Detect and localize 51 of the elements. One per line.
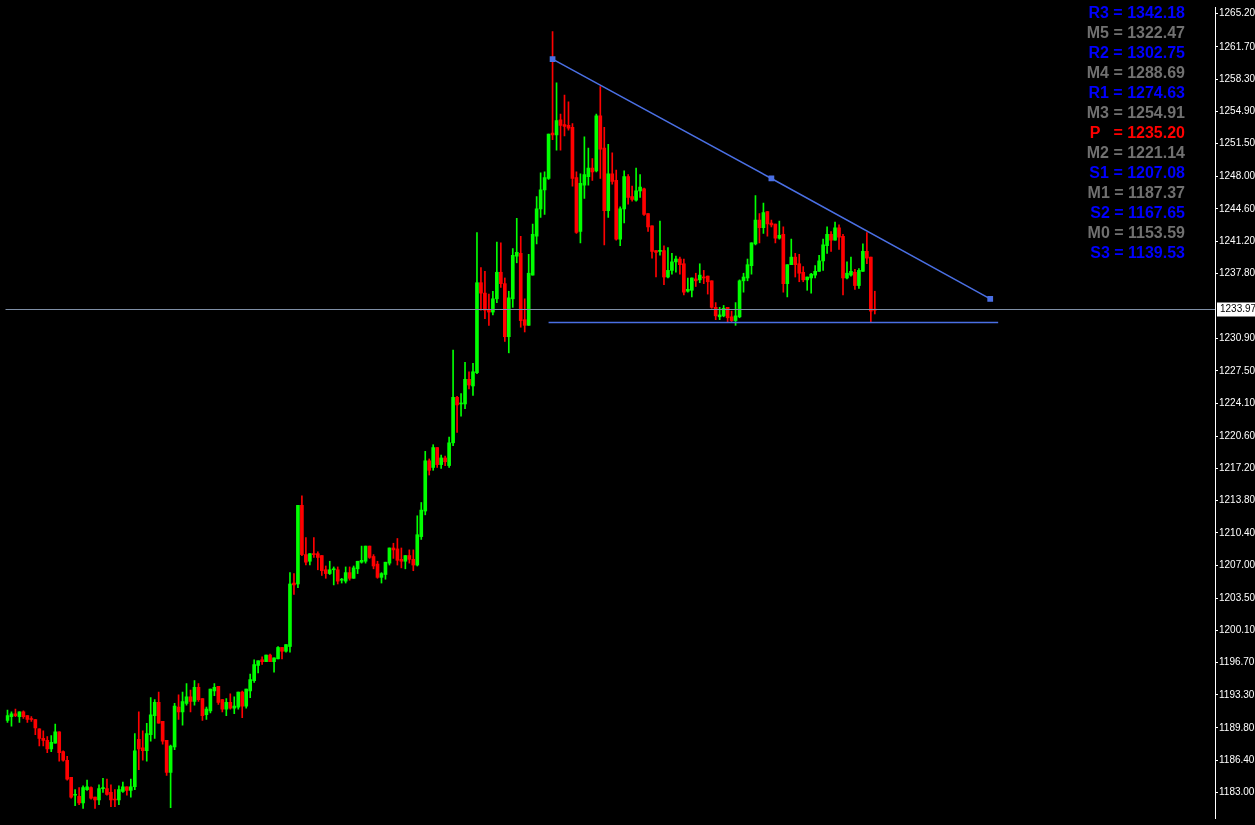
y-tick-label: 1230.90 <box>1219 332 1255 344</box>
y-tick-label: 1196.70 <box>1219 656 1255 668</box>
annotation: R3 = 1342.18 <box>1087 3 1185 23</box>
y-tick-label: 1183.00 <box>1219 786 1255 798</box>
annotation: M5 = 1322.47 <box>1086 23 1185 43</box>
y-tick-label: 1224.10 <box>1219 396 1255 408</box>
candlestick <box>658 220 662 256</box>
candlestick <box>666 247 670 279</box>
annotation: M4 = 1288.69 <box>1086 63 1185 83</box>
y-tick-label: 1241.20 <box>1219 234 1255 246</box>
annotation: R2 = 1302.75 <box>1087 43 1185 63</box>
y-tick-label: 1210.40 <box>1219 526 1255 538</box>
y-tick-label: 1265.20 <box>1219 7 1255 19</box>
y-tick-label: 1251.50 <box>1219 137 1255 149</box>
y-tick-label: 1186.40 <box>1219 753 1255 765</box>
annotation: M0 = 1153.59 <box>1086 223 1185 243</box>
y-tick-label: 1200.10 <box>1219 624 1255 636</box>
candlestick <box>805 276 810 291</box>
y-tick-label: 1227.50 <box>1219 364 1255 376</box>
candlestick <box>73 789 77 807</box>
candlestick <box>849 256 853 277</box>
y-tick-label: 1203.50 <box>1219 591 1255 603</box>
annotation: M2 = 1221.14 <box>1086 143 1185 163</box>
y-tick-label: 1189.80 <box>1219 721 1255 733</box>
y-tick-label: 1261.70 <box>1219 40 1255 52</box>
candlestick <box>697 263 702 284</box>
candlestick <box>136 711 141 771</box>
point <box>987 295 994 302</box>
candlestick <box>312 537 316 558</box>
candlestick <box>674 255 678 273</box>
y-tick-label: 1220.60 <box>1219 429 1255 441</box>
annotation: P = 1235.20 <box>1088 123 1185 143</box>
y-tick-label: 1244.60 <box>1219 202 1255 214</box>
annotation: M3 = 1254.91 <box>1086 103 1185 123</box>
annotation: M1 = 1187.37 <box>1086 183 1185 203</box>
annotation: S2 = 1167.65 <box>1089 203 1185 223</box>
annotation: S1 = 1207.08 <box>1088 163 1185 183</box>
candlestick <box>686 277 690 293</box>
candlestick <box>455 396 459 433</box>
y-tick-label: 1237.80 <box>1219 266 1255 278</box>
y-tick-label: 1258.30 <box>1219 72 1255 84</box>
y-tick-label: 1248.00 <box>1219 170 1255 182</box>
annotation: S3 = 1139.53 <box>1089 243 1185 263</box>
ref-line-label: 1233.97 <box>1220 303 1255 315</box>
y-tick-label: 1207.00 <box>1219 558 1255 570</box>
annotation: R1 = 1274.63 <box>1087 83 1185 103</box>
y-tick-label: 1193.30 <box>1219 688 1255 700</box>
point <box>549 56 556 62</box>
y-tick-label: 1217.20 <box>1219 462 1255 474</box>
y-tick-label: 1213.80 <box>1219 494 1255 506</box>
y-tick-label: 1254.90 <box>1219 104 1255 116</box>
